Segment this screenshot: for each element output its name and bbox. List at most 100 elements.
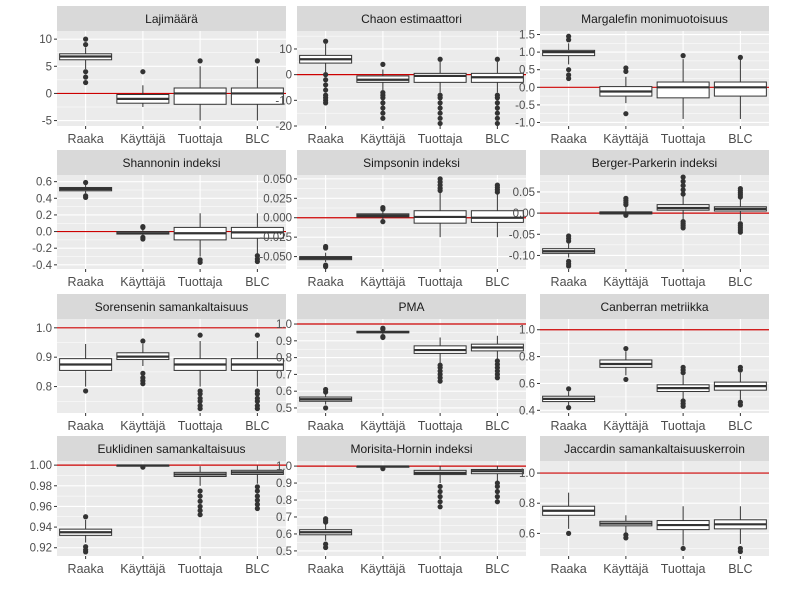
y-tick-label: 1.0: [36, 323, 52, 335]
x-tick-label: Tuottaja: [178, 562, 223, 576]
outlier-point: [197, 498, 203, 504]
y-tick-label: 0.7: [276, 369, 292, 381]
y-tick-label: 0.2: [36, 210, 52, 222]
x-tick-label: BLC: [728, 275, 752, 289]
outlier-point: [140, 464, 146, 470]
boxplot-Käyttäjä: [116, 464, 170, 470]
outlier-point: [437, 362, 443, 368]
facet-panel: PMA 0.5 0.6 0.7 0.8 0.9 1.0 Raaka Käyttäjä Tuotta…: [276, 294, 526, 433]
outlier-point: [566, 405, 572, 411]
facet-panel: Canberran metriikka 0.4 0.6 0.8 1.0 Raaka Käyt…: [519, 294, 769, 433]
y-tick-label: 0.8: [276, 495, 292, 507]
outlier-point: [140, 338, 146, 344]
outlier-point: [494, 358, 500, 364]
y-tick-label: 0.8: [519, 498, 535, 510]
outlier-point: [566, 33, 572, 39]
outlier-point: [380, 466, 386, 472]
outlier-point: [737, 185, 743, 192]
outlier-point: [380, 110, 386, 116]
outlier-point: [680, 191, 686, 197]
facet-strip: [297, 150, 526, 175]
outlier-point: [437, 488, 443, 495]
outlier-point: [680, 545, 686, 552]
outlier-point: [437, 504, 443, 510]
boxplot-Raaka: [59, 179, 113, 201]
boxplot-Käyttäjä: [356, 325, 410, 341]
outlier-point: [323, 516, 329, 522]
panel-background: [540, 175, 769, 269]
box-iqr: [413, 72, 467, 83]
outlier-point: [323, 92, 329, 98]
outlier-point: [494, 56, 500, 62]
y-tick-label: 0.000: [263, 213, 292, 225]
x-tick-label: Tuottaja: [661, 275, 706, 289]
facet-strip: [297, 436, 526, 461]
y-tick-label: 0.6: [519, 528, 535, 540]
outlier-point: [380, 334, 386, 340]
y-tick-label: -10: [275, 95, 292, 107]
facet-title: Berger-Parkerin indeksi: [592, 156, 717, 170]
y-tick-label: -0.05: [509, 229, 535, 241]
facet-title: Margalefin monimuotoisuus: [581, 12, 728, 26]
outlier-point: [680, 187, 686, 193]
y-tick-label: 1.0: [276, 319, 292, 331]
x-tick-label: Käyttäjä: [603, 132, 648, 146]
facet-title: Shannonin indeksi: [122, 156, 220, 170]
boxplot-Tuottaja: [656, 364, 710, 409]
outlier-point: [83, 179, 89, 186]
x-tick-label: BLC: [485, 562, 509, 576]
boxplot-BLC: [230, 58, 284, 121]
y-tick-label: 1.0: [519, 47, 535, 59]
boxplot-Käyttäjä: [116, 69, 170, 107]
outlier-point: [323, 82, 329, 88]
outlier-point: [197, 332, 203, 338]
outlier-point: [680, 364, 686, 370]
y-tick-label: -0.10: [509, 250, 535, 262]
boxplot-Käyttäjä: [356, 205, 410, 225]
y-tick-label: 0.6: [276, 529, 292, 541]
boxplot-BLC: [713, 185, 767, 235]
facet-title: Lajimäärä: [145, 12, 198, 26]
x-tick-label: BLC: [728, 132, 752, 146]
outlier-point: [566, 67, 572, 73]
facet-strip: [297, 294, 526, 319]
y-tick-label: 10: [39, 34, 52, 46]
boxplot-Raaka: [59, 514, 113, 555]
x-tick-label: Tuottaja: [178, 275, 223, 289]
outlier-point: [494, 120, 500, 127]
outlier-point: [83, 74, 89, 80]
x-tick-label: Raaka: [68, 275, 104, 289]
outlier-point: [323, 386, 329, 393]
outlier-point: [197, 388, 203, 394]
x-tick-label: Käyttäjä: [360, 419, 405, 433]
boxplot-Raaka: [542, 233, 596, 269]
y-tick-label: 0.98: [30, 481, 52, 493]
outlier-point: [623, 65, 629, 71]
outlier-point: [494, 100, 500, 106]
x-tick-label: Tuottaja: [661, 419, 706, 433]
outlier-point: [83, 388, 89, 394]
outlier-point: [737, 54, 743, 60]
facet-title: Euklidinen samankaltaisuus: [97, 442, 245, 456]
facet-strip: [57, 6, 286, 31]
outlier-point: [323, 77, 329, 83]
outlier-point: [254, 484, 260, 490]
facet-panel: Jaccardin samankaltaisuuskerroin 0.6 0.8 1.…: [519, 436, 769, 576]
outlier-point: [494, 110, 500, 116]
y-tick-label: 0.5: [276, 546, 292, 558]
y-tick-label: -0.050: [259, 252, 292, 264]
x-tick-label: Raaka: [551, 132, 587, 146]
y-tick-label: -5: [42, 116, 52, 128]
boxplot-Tuottaja: [173, 332, 227, 412]
outlier-point: [197, 395, 203, 401]
outlier-point: [737, 545, 743, 552]
outlier-point: [380, 325, 386, 331]
boxplot-Tuottaja: [173, 213, 227, 265]
y-tick-label: 0.8: [519, 352, 535, 364]
box-iqr: [230, 87, 284, 105]
outlier-point: [494, 480, 500, 486]
facet-strip: [540, 436, 769, 461]
outlier-point: [437, 176, 443, 182]
y-tick-label: 0.0: [36, 227, 52, 239]
